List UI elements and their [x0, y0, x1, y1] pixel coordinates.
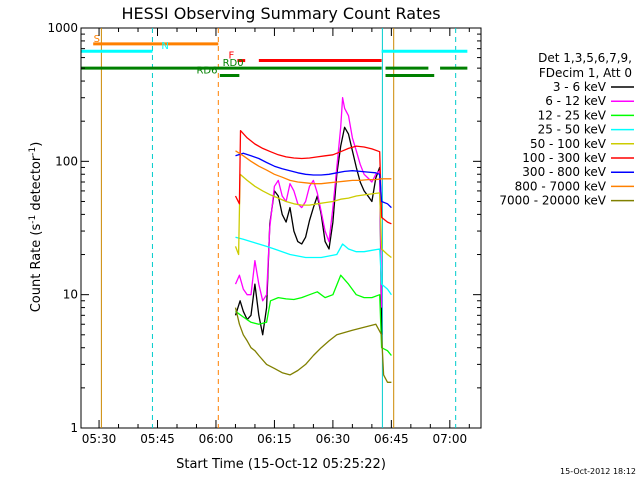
series-line-0: [234, 126, 383, 336]
series-line-8: [234, 307, 392, 383]
series-line-5: [234, 129, 392, 225]
chart-title: HESSI Observing Summary Count Rates: [121, 4, 440, 23]
series-line-1: [234, 97, 383, 308]
flag-label-rd0: RD0: [223, 58, 244, 69]
x-tick-label-4: 06:30: [316, 432, 351, 446]
x-tick-label-2: 06:00: [199, 432, 234, 446]
legend-label-8: 7000 - 20000 keV: [499, 194, 606, 208]
y-axis-label: Count Rate (s-1 detector-1): [28, 142, 44, 313]
series-line-4: [234, 173, 392, 259]
x-tick-label-3: 06:15: [257, 432, 292, 446]
y-tick-label-1: 10: [63, 288, 78, 302]
legend-label-3: 25 - 50 keV: [538, 123, 607, 137]
plot-frame: [80, 27, 482, 429]
x-tick-label-5: 06:45: [374, 432, 409, 446]
legend-header-line-2: FDecim 1, Att 0: [539, 66, 632, 80]
y-tick-label-2: 100: [55, 154, 78, 168]
timestamp: 15-Oct-2012 18:12: [560, 467, 636, 476]
x-axis: 05:30 05:45 06:00 06:15 06:30 06:45 07:00: [82, 28, 470, 446]
y-axis-label-sup2: -1: [28, 147, 38, 156]
legend-label-2: 12 - 25 keV: [538, 108, 607, 122]
flag-label-s: S: [94, 34, 100, 45]
legend-label-4: 50 - 100 keV: [530, 137, 607, 151]
y-axis-label-main: Count Rate (s: [29, 224, 44, 313]
legend-header-line-1: Det 1,3,5,6,7,9,: [538, 51, 632, 65]
legend-label-7: 800 - 7000 keV: [515, 179, 607, 193]
flag-label-f: F: [228, 51, 234, 62]
x-tick-label-0: 05:30: [82, 432, 117, 446]
y-axis-label-sup1: -1: [28, 215, 38, 224]
series-line-6: [235, 152, 392, 209]
y-axis-label-mid: detector: [29, 155, 44, 215]
x-tick-label-6: 07:00: [433, 432, 468, 446]
y-tick-label-3: 1000: [47, 21, 78, 35]
series-line-3: [235, 236, 392, 296]
legend-label-6: 300 - 800 keV: [522, 165, 606, 179]
series-line-2: [235, 274, 392, 356]
legend: Det 1,3,5,6,7,9, FDecim 1, Att 0 3 - 6 k…: [499, 51, 634, 208]
x-tick-label-1: 05:45: [140, 432, 175, 446]
y-axis-label-end: ): [29, 142, 44, 147]
flag-label-rd6: RD6: [196, 66, 217, 77]
legend-label-1: 6 - 12 keV: [545, 94, 607, 108]
flag-label-n: N: [161, 41, 168, 52]
x-axis-label: Start Time (15-Oct-12 05:25:22): [176, 457, 386, 472]
y-tick-label-0: 1: [70, 421, 78, 435]
series-line-7: [235, 150, 392, 185]
y-axis: 1 10 100 1000: [47, 21, 481, 435]
legend-label-0: 3 - 6 keV: [553, 80, 607, 94]
legend-label-5: 100 - 300 keV: [522, 151, 606, 165]
